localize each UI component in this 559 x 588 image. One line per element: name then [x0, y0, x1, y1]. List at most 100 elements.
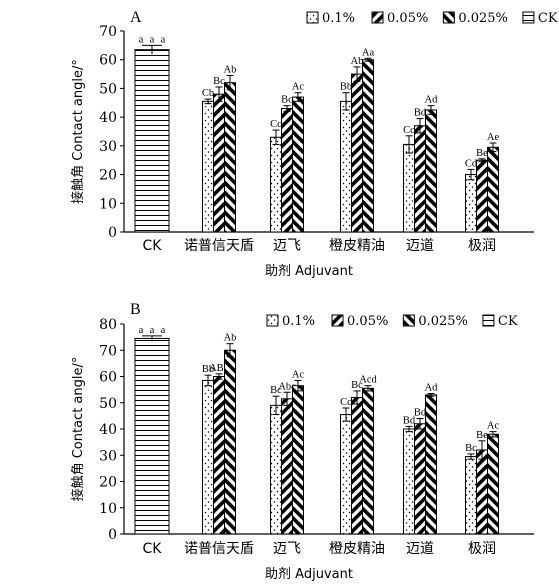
significance-label: Ab: [224, 333, 237, 344]
significance-label: Bc: [351, 380, 363, 391]
significance-label: Aa: [362, 47, 375, 58]
y-tick-label: 60: [99, 370, 117, 386]
legend-label: 0.05%: [347, 314, 388, 329]
legend-label: CK: [498, 314, 518, 329]
y-tick-label: 20: [99, 168, 117, 184]
significance-label: Ac: [487, 421, 500, 432]
bar-diag-right: [476, 159, 488, 233]
legend-swatch: [306, 11, 319, 24]
panel-letter: A: [130, 9, 142, 26]
significance-label: Bb: [340, 82, 352, 93]
y-tick-label: 20: [99, 475, 117, 491]
x-tick-label: 橙皮精油: [329, 541, 385, 557]
legend: 0.1% 0.05% 0.025% CK: [266, 314, 518, 329]
y-tick-label: 60: [99, 53, 117, 69]
bar-diag-right: [351, 73, 363, 233]
bar-dots: [340, 100, 352, 233]
bar-diag-left: [362, 59, 374, 233]
x-tick-label: 迈飞: [273, 541, 301, 557]
y-tick-label: 0: [108, 225, 117, 241]
x-tick-label: CK: [143, 238, 163, 254]
legend-swatch: [266, 314, 279, 327]
significance-label: Cd: [465, 158, 478, 169]
bar-diag-right: [414, 423, 426, 535]
significance-label: a: [161, 34, 166, 45]
x-tick-label: 迈道: [406, 238, 434, 254]
legend-swatch: [402, 314, 415, 327]
bar-diag-left: [224, 349, 236, 535]
legend-label: CK: [538, 11, 558, 26]
significance-label: Be: [476, 148, 488, 159]
bar-diag-left: [425, 109, 437, 233]
x-tick-label: 诺普信天盾: [184, 541, 254, 557]
y-axis-title: 接触角 Contact angle/°: [70, 59, 86, 204]
significance-label: a: [139, 34, 144, 45]
x-tick-label: 诺普信天盾: [184, 238, 254, 254]
y-tick-label: 40: [99, 422, 117, 438]
y-tick-label: 50: [99, 396, 117, 412]
significance-label: Be: [476, 430, 488, 441]
x-axis-title: 助剂 Adjuvant: [265, 567, 353, 582]
significance-label: Cc: [403, 125, 415, 136]
bar-diag-left: [292, 96, 304, 233]
panel-letter: B: [130, 301, 141, 318]
bar-dots: [340, 414, 352, 535]
significance-label: Cb: [202, 88, 214, 99]
y-tick-label: 80: [99, 317, 117, 333]
bar-diag-right: [414, 125, 426, 233]
legend-label: 0.025%: [418, 314, 468, 329]
bar-diag-left: [362, 387, 374, 535]
significance-label: Bc: [281, 95, 293, 106]
legend-swatch: [371, 11, 384, 24]
significance-label: Bc: [465, 443, 477, 454]
bar-diag-right: [281, 108, 293, 233]
significance-label: a: [150, 34, 155, 45]
significance-label: a: [150, 325, 155, 336]
bar-dots: [403, 143, 415, 233]
bar-diag-right: [213, 93, 225, 233]
significance-label: Ac: [292, 82, 305, 93]
bar-ck: [134, 337, 170, 535]
legend-swatch: [331, 314, 344, 327]
x-tick-label: 极润: [468, 238, 496, 254]
significance-label: Ad: [425, 383, 439, 394]
bar-diag-right: [213, 376, 225, 535]
bar-dots: [465, 456, 477, 535]
y-axis-title: 接触角 Contact angle/°: [70, 357, 86, 502]
legend-swatch: [442, 11, 455, 24]
bar-diag-left: [487, 146, 499, 233]
significance-label: Ac: [292, 369, 305, 380]
y-tick-label: 70: [99, 343, 117, 359]
bar-diag-left: [224, 82, 236, 233]
significance-label: Bd: [403, 415, 416, 426]
significance-label: a: [161, 325, 166, 336]
y-tick-label: 0: [108, 527, 117, 543]
x-tick-label: 迈道: [406, 541, 434, 557]
x-axis-title: 助剂 Adjuvant: [265, 264, 353, 279]
bar-dots: [270, 136, 282, 233]
significance-label: Cc: [270, 119, 282, 130]
significance-label: ABb: [209, 363, 229, 374]
y-tick-label: 70: [99, 24, 117, 40]
bar-diag-right: [476, 449, 488, 535]
y-tick-label: 30: [99, 139, 117, 155]
bar-dots: [202, 379, 214, 535]
bar-dots: [403, 428, 415, 535]
significance-label: Abc: [278, 381, 296, 392]
x-tick-label: 迈飞: [273, 238, 301, 254]
significance-label: Cc: [340, 397, 352, 408]
y-tick-label: 40: [99, 110, 117, 126]
bar-dots: [202, 100, 214, 233]
significance-label: Bd: [414, 108, 427, 119]
bar-dots: [465, 174, 477, 233]
y-tick-label: 30: [99, 448, 117, 464]
bar-diag-left: [292, 385, 304, 535]
significance-label: Bc: [213, 76, 225, 87]
significance-label: Ab: [224, 65, 237, 76]
legend-label: 0.1%: [282, 314, 315, 329]
bar-diag-right: [351, 397, 363, 535]
significance-label: Bb: [202, 364, 214, 375]
